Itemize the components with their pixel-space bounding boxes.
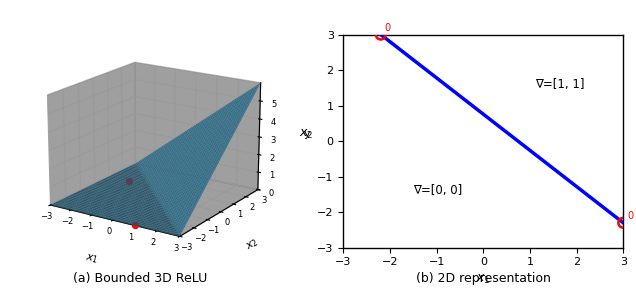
Text: ∇=[0, 0]: ∇=[0, 0]	[413, 184, 462, 197]
Text: (b) 2D representation: (b) 2D representation	[416, 272, 551, 285]
Y-axis label: $x_2$: $x_2$	[299, 128, 314, 141]
Text: 0: 0	[385, 23, 391, 33]
Point	[618, 221, 628, 225]
Text: ∇=[1, 1]: ∇=[1, 1]	[535, 78, 584, 91]
Text: 0: 0	[627, 211, 633, 221]
Point	[376, 32, 386, 37]
Y-axis label: $x_2$: $x_2$	[244, 236, 261, 253]
X-axis label: $x_1$: $x_1$	[476, 273, 490, 286]
X-axis label: $x_1$: $x_1$	[84, 251, 99, 266]
Text: (a) Bounded 3D ReLU: (a) Bounded 3D ReLU	[73, 272, 207, 285]
